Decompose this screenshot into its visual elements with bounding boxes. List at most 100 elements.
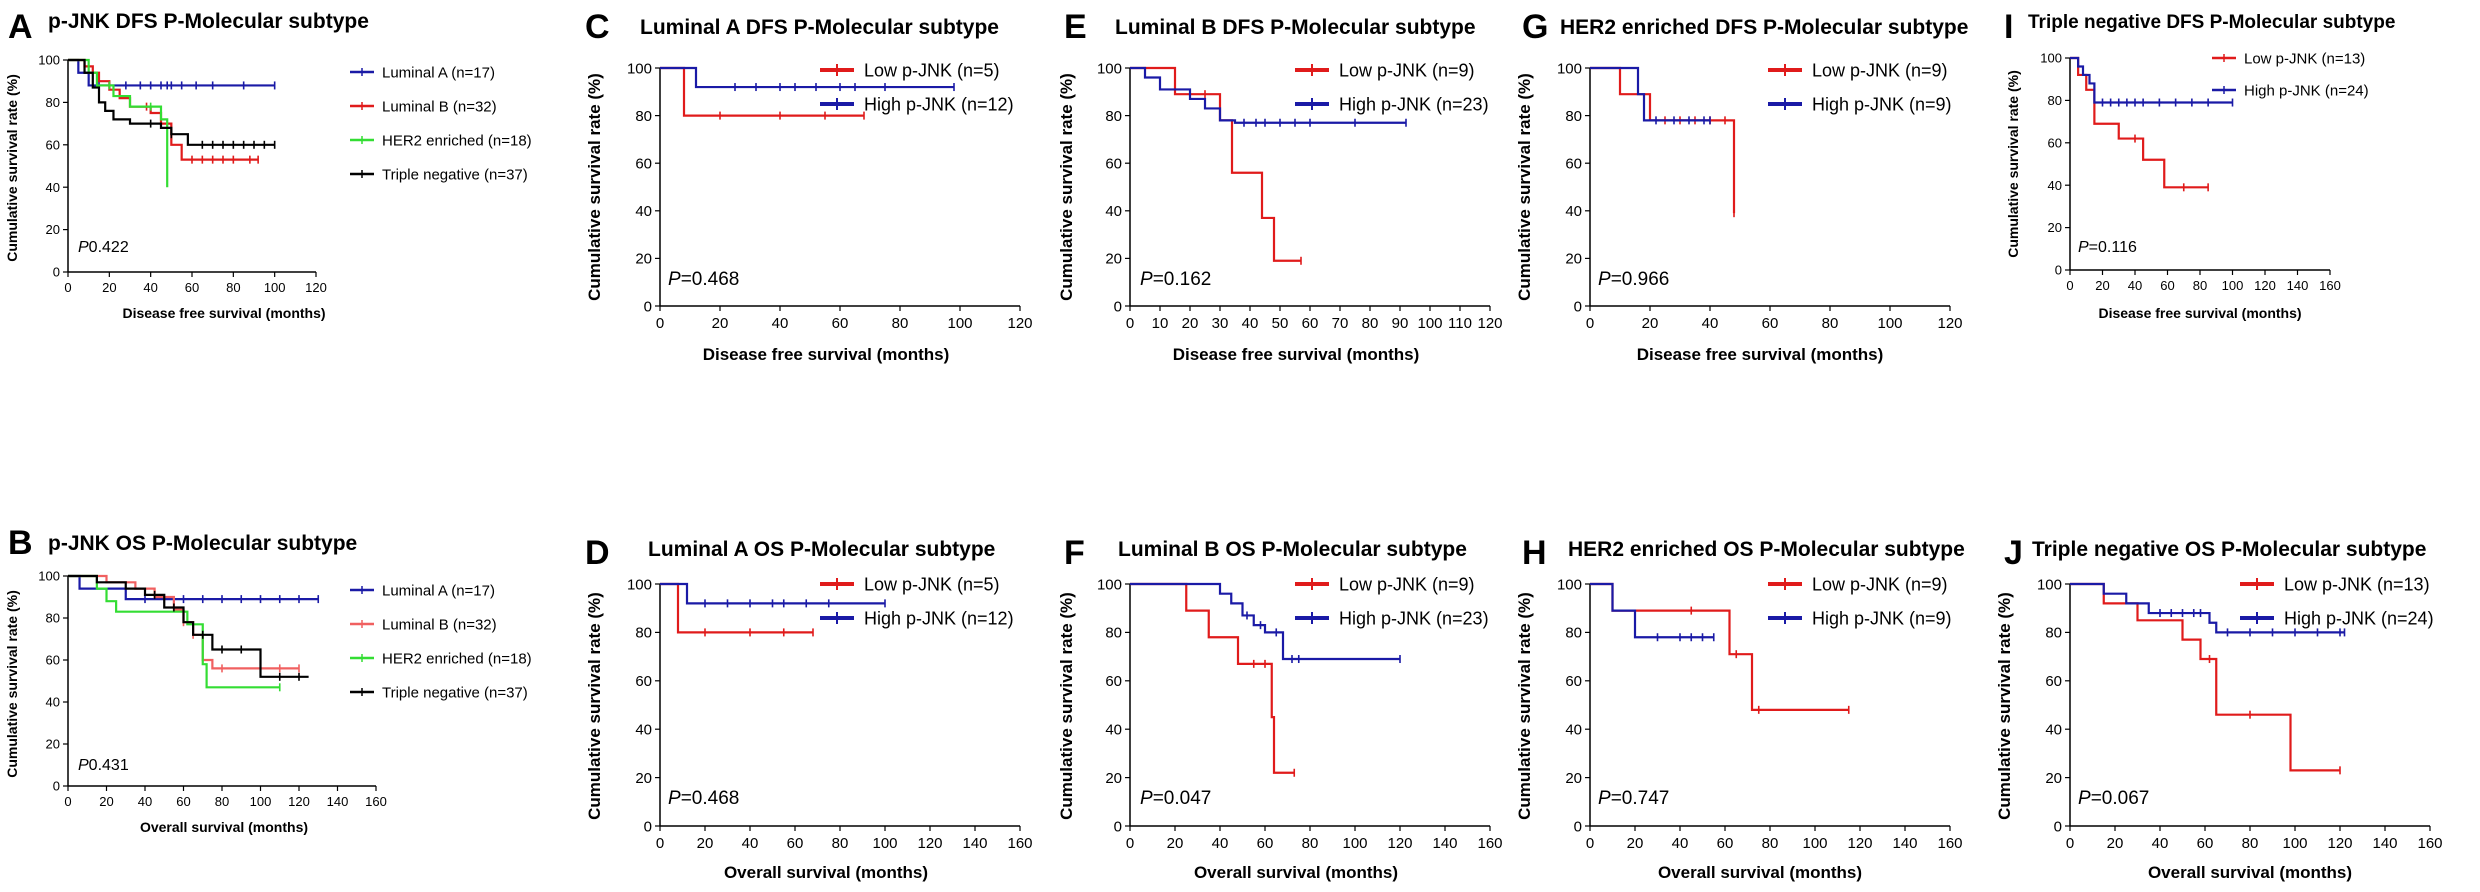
p-value-label: P=0.047 (1140, 788, 1211, 809)
panel-label: D (585, 534, 610, 572)
y-tick-label: 20 (1565, 770, 1582, 787)
x-tick-label: 0 (656, 835, 664, 852)
y-tick-label: 0 (1574, 818, 1582, 835)
x-tick-label: 0 (64, 794, 71, 809)
x-tick-label: 140 (2287, 278, 2309, 293)
x-tick-label: 0 (1586, 315, 1594, 332)
y-tick-label: 80 (1565, 625, 1582, 642)
y-tick-label: 100 (1097, 576, 1122, 593)
y-axis-label: Cumulative survival rate (%) (585, 73, 604, 301)
x-tick-label: 80 (2193, 278, 2207, 293)
survival-curve (1590, 582, 1714, 639)
x-tick-label: 20 (697, 835, 714, 852)
y-tick-label: 60 (2048, 135, 2062, 150)
p-value-symbol: P (668, 269, 681, 290)
chart-title: Luminal B DFS P-Molecular subtype (1115, 16, 1476, 39)
y-tick-label: 40 (46, 695, 60, 710)
x-tick-label: 60 (1762, 315, 1779, 332)
x-tick-label: 80 (1762, 835, 1779, 852)
y-tick-label: 80 (46, 611, 60, 626)
y-tick-label: 0 (644, 298, 652, 315)
chart-title: HER2 enriched OS P-Molecular subtype (1568, 538, 1965, 561)
y-tick-label: 100 (2040, 51, 2062, 66)
survival-curve (2070, 56, 2209, 189)
series-2 (1130, 66, 1407, 127)
chart-panel-c: C Luminal A DFS P-Molecular subtype 0 20 40 6… (585, 8, 1033, 364)
x-tick-label: 20 (1642, 315, 1659, 332)
y-tick-label: 80 (46, 95, 60, 110)
x-tick-label: 120 (1847, 835, 1872, 852)
legend-entry: HER2 enriched (n=18) (350, 650, 532, 667)
legend-entry: Low p-JNK (n=5) (820, 574, 1000, 594)
x-tick-label: 40 (1242, 315, 1259, 332)
chart-title: Luminal A OS P-Molecular subtype (648, 538, 995, 561)
survival-curve (1130, 582, 1295, 774)
panel-label: C (585, 8, 610, 46)
x-tick-label: 80 (892, 315, 909, 332)
series-1 (1590, 582, 1850, 714)
p-value-symbol: P (78, 757, 89, 774)
legend-label: Luminal A (n=17) (382, 64, 495, 81)
x-axis-label: Disease free survival (months) (2098, 305, 2301, 321)
y-tick-label: 80 (635, 108, 652, 125)
legend-entry: Luminal B (n=32) (350, 98, 497, 115)
y-tick-label: 40 (635, 203, 652, 220)
y-tick-label: 60 (635, 155, 652, 172)
y-tick-label: 100 (1097, 60, 1122, 77)
legend-label: Low p-JNK (n=9) (1812, 60, 1948, 80)
x-tick-label: 0 (656, 315, 664, 332)
x-tick-label: 160 (1007, 835, 1032, 852)
legend-entry: Low p-JNK (n=13) (2240, 574, 2430, 594)
x-tick-label: 40 (143, 280, 157, 295)
x-tick-label: 60 (1717, 835, 1734, 852)
chart-title: Luminal A DFS P-Molecular subtype (640, 16, 999, 39)
panel-label: E (1064, 8, 1087, 46)
p-value: =0.116 (2089, 239, 2137, 256)
x-axis-label: Overall survival (months) (1658, 863, 1862, 882)
y-tick-label: 100 (1557, 60, 1582, 77)
x-tick-label: 60 (1257, 835, 1274, 852)
x-tick-label: 40 (2128, 278, 2142, 293)
x-tick-label: 20 (2095, 278, 2109, 293)
series-2 (2070, 56, 2234, 107)
x-tick-label: 40 (2152, 835, 2169, 852)
x-tick-label: 100 (1417, 315, 1442, 332)
chart-panel-g: G HER2 enriched DFS P-Molecular subtype 0 2… (1515, 8, 1968, 364)
legend-label: High p-JNK (n=23) (1339, 608, 1489, 628)
chart-panel-i: I Triple negative DFS P-Molecular subtype… (2004, 8, 2395, 321)
series-2 (2070, 582, 2346, 637)
y-axis-label: Cumulative survival rate (%) (4, 590, 20, 778)
y-tick-label: 40 (635, 721, 652, 738)
legend-label: High p-JNK (n=24) (2244, 82, 2369, 99)
x-tick-label: 80 (226, 280, 240, 295)
x-tick-label: 80 (1362, 315, 1379, 332)
series-2 (68, 574, 300, 673)
panel-label: A (8, 8, 33, 46)
legend-label: High p-JNK (n=9) (1812, 94, 1952, 114)
p-value: =0.162 (1153, 269, 1212, 290)
y-tick-label: 100 (38, 53, 60, 68)
y-tick-label: 20 (635, 770, 652, 787)
legend-label: Triple negative (n=37) (382, 684, 528, 701)
legend-label: Low p-JNK (n=13) (2244, 50, 2365, 67)
x-tick-label: 120 (1937, 315, 1962, 332)
y-tick-label: 100 (627, 576, 652, 593)
y-tick-label: 80 (1105, 108, 1122, 125)
legend-label: High p-JNK (n=9) (1812, 608, 1952, 628)
legend-label: High p-JNK (n=23) (1339, 94, 1489, 114)
legend-entry: Luminal A (n=17) (350, 582, 495, 599)
survival-curve (1590, 66, 1736, 214)
legend-label: Low p-JNK (n=13) (2284, 574, 2430, 594)
x-tick-label: 90 (1392, 315, 1409, 332)
legend-label: Low p-JNK (n=5) (864, 60, 1000, 80)
panel-label: I (2004, 8, 2013, 46)
chart-panel-f: F Luminal B OS P-Molecular subtype 0 20 40 60… (1057, 534, 1503, 882)
x-tick-label: 120 (1007, 315, 1032, 332)
y-tick-label: 0 (1114, 818, 1122, 835)
chart-title: p-JNK OS P-Molecular subtype (48, 532, 357, 555)
chart-panel-e: E Luminal B DFS P-Molecular subtype 0 20 40 6… (1057, 8, 1503, 364)
p-value-symbol: P (1140, 788, 1153, 809)
p-value-symbol: P (2078, 239, 2089, 256)
y-axis-label: Cumulative survival rate (%) (585, 592, 604, 820)
